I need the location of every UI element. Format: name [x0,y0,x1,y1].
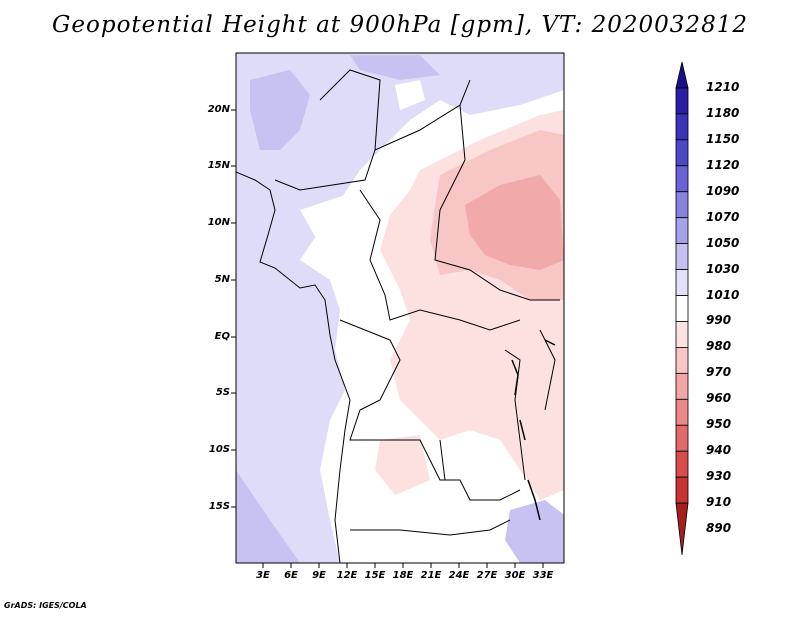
lon-label: 30E [504,570,526,581]
colorbar-swatch [675,476,689,504]
colorbar-swatch [675,191,689,219]
coastline [236,171,351,563]
lat-label: 20N [207,104,230,115]
field-960 [465,175,564,270]
colorbar-swatch [675,424,689,452]
grads-credit: GrADS: IGES/COLA [4,601,87,610]
lon-label: 27E [476,570,498,581]
colorbar-label: 1090 [706,183,740,198]
lat-label: EQ [214,331,230,342]
colorbar-swatch [675,347,689,374]
lon-label: 12E [336,570,358,581]
field-1030-a [250,70,310,150]
colorbar-label: 970 [706,365,732,380]
field-1030-c [236,470,300,563]
colorbar-label: 1180 [706,105,740,120]
colorbar-swatch [675,269,689,296]
colorbar-swatch [675,450,689,478]
colorbar-swatch [675,295,689,322]
lon-label: 24E [448,570,470,581]
lon-label: 3E [256,570,270,581]
colorbar-label: 960 [706,391,732,406]
colorbar-swatch [675,372,689,400]
colorbar-label: 950 [706,417,732,432]
lakes [511,339,556,521]
colorbar-swatch [675,321,689,348]
lat-label: 10N [207,217,230,228]
lon-label: 18E [392,570,414,581]
lon-label: 33E [532,570,554,581]
colorbar-label: 890 [706,521,732,536]
colorbar-label: 930 [706,469,732,484]
lon-label: 9E [312,570,326,581]
lon-label: 21E [420,570,442,581]
lat-label: 15N [207,160,230,171]
field-1030-d [505,500,564,563]
colorbar-label: 1070 [706,209,740,224]
colorbar-top-arrow [675,61,689,89]
chart-title: Geopotential Height at 900hPa [gpm], VT:… [52,12,748,38]
lon-ticks [262,563,544,568]
colorbar-swatch [675,217,689,245]
lon-label: 15E [364,570,386,581]
colorbar-label: 1010 [706,287,740,302]
colorbar [675,61,689,556]
colorbar-swatch [675,243,689,270]
lat-label: 10S [208,444,230,455]
lat-label: 5S [215,387,230,398]
colorbar-label: 910 [706,495,732,510]
colorbar-bottom-arrow [675,502,689,556]
field-990c [300,195,355,245]
colorbar-swatch [675,398,689,426]
lat-ticks [231,109,236,508]
colorbar-label: 1050 [706,235,740,250]
lat-label: 5N [214,274,230,285]
colorbar-label: 1210 [706,79,740,94]
colorbar-label: 1030 [706,261,740,276]
colorbar-swatch [675,165,689,193]
colorbar-label: 980 [706,339,732,354]
colorbar-swatch [675,113,689,141]
colorbar-label: 1120 [706,157,740,172]
field-980b [375,435,430,495]
colorbar-label: 940 [706,443,732,458]
field-990b [395,80,425,110]
lon-label: 6E [284,570,298,581]
colorbar-swatch [675,87,689,115]
colorbar-label: 990 [706,313,732,328]
field-1030-b [350,55,440,80]
borders [274,69,560,536]
lat-label: 15S [208,501,230,512]
map-frame [235,52,565,564]
colorbar-swatch [675,139,689,167]
colorbar-label: 1150 [706,131,740,146]
